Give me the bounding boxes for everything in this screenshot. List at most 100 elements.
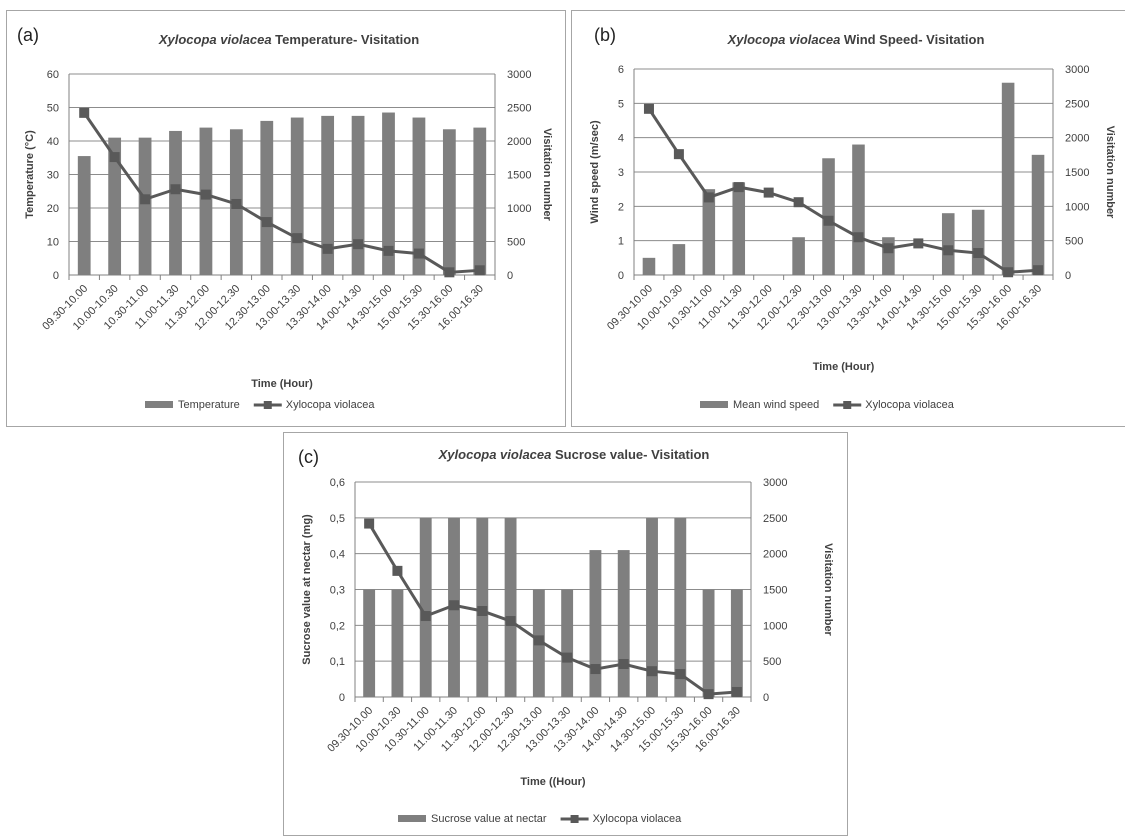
- visitation-point: [140, 194, 151, 205]
- y-tick-label: 0,1: [330, 656, 345, 668]
- legend-line-marker: [843, 401, 852, 409]
- panel-label: (c): [298, 447, 319, 467]
- y2-tick-label: 1000: [763, 620, 787, 632]
- chart-title: Xylocopa violacea Temperature- Visitatio…: [158, 32, 419, 47]
- y2-tick-label: 1500: [507, 170, 531, 182]
- x-axis-title: Time ((Hour): [520, 776, 586, 788]
- visitation-point: [731, 686, 742, 697]
- legend-bar-label: Mean wind speed: [733, 399, 819, 411]
- y-tick-label: 0,3: [330, 585, 345, 597]
- legend-bar-label: Sucrose value at nectar: [431, 813, 547, 825]
- visitation-point: [353, 239, 364, 250]
- y-tick-label: 0,6: [330, 477, 345, 489]
- bar: [138, 137, 152, 275]
- y2-tick-label: 3000: [1065, 64, 1089, 76]
- visitation-point: [643, 103, 654, 114]
- y-axis-title: Wind speed (m/sec): [589, 120, 601, 224]
- legend-line-label: Xylocopa violacea: [593, 813, 683, 825]
- y-tick-label: 20: [47, 203, 59, 215]
- y-tick-label: 0: [339, 692, 345, 704]
- visitation-point: [79, 107, 90, 118]
- bar: [260, 120, 274, 276]
- visitation-point: [883, 243, 894, 254]
- chart-title-subject: Temperature- Visitation: [272, 32, 420, 47]
- y-tick-label: 5: [618, 98, 624, 110]
- bar: [382, 112, 395, 276]
- visitation-point: [200, 189, 211, 200]
- y2-axis-title: Visitation number: [541, 128, 553, 221]
- visitation-point: [973, 248, 984, 259]
- temperature-chart: (a) Xylocopa violacea Temperature- Visita…: [17, 25, 553, 411]
- bar: [646, 517, 658, 697]
- bar: [108, 137, 122, 275]
- bar: [642, 257, 656, 275]
- visitation-point: [853, 232, 864, 243]
- visitation-point: [675, 669, 686, 680]
- visitation-point: [1033, 265, 1044, 276]
- legend-line-label: Xylocopa violacea: [286, 399, 376, 411]
- y-tick-label: 4: [618, 133, 624, 145]
- bar: [290, 117, 304, 275]
- y2-axis-title: Visitation number: [1104, 126, 1116, 219]
- chart-title-subject: Wind Speed- Visitation: [840, 32, 984, 47]
- visitation-point: [590, 664, 601, 675]
- visitation-point: [647, 666, 657, 677]
- panel-label: (b): [594, 25, 616, 45]
- bar: [1031, 154, 1045, 275]
- chart-title-species: Xylocopa violacea: [727, 32, 841, 47]
- bar: [941, 213, 955, 275]
- bar: [672, 244, 686, 275]
- visitation-point: [292, 233, 303, 244]
- y2-tick-label: 500: [763, 656, 781, 668]
- bar: [412, 117, 426, 275]
- y-tick-label: 10: [47, 237, 59, 249]
- y-tick-label: 2: [618, 201, 624, 213]
- bar: [617, 550, 630, 697]
- visitation-point: [420, 611, 431, 622]
- visitation-point: [444, 267, 455, 278]
- y2-tick-label: 0: [1065, 270, 1071, 282]
- visitation-point: [392, 565, 403, 576]
- chart-title-species: Xylocopa violacea: [158, 32, 272, 47]
- legend-bar-swatch: [145, 401, 173, 408]
- y-tick-label: 1: [618, 236, 624, 248]
- bar: [391, 589, 404, 697]
- bar: [199, 127, 213, 275]
- y-tick-label: 60: [47, 69, 59, 81]
- chart-panel-sucrose: (c) Xylocopa violacea Sucrose value- Visi…: [283, 432, 848, 836]
- y-tick-label: 0,2: [330, 620, 345, 632]
- y2-tick-label: 2500: [1065, 98, 1089, 110]
- bar: [363, 589, 376, 697]
- y2-tick-label: 0: [763, 692, 769, 704]
- bar: [882, 237, 895, 275]
- y2-tick-label: 1500: [1065, 167, 1089, 179]
- visitation-point: [505, 616, 516, 627]
- visitation-point: [474, 265, 485, 276]
- bar: [442, 129, 456, 275]
- legend-line-marker: [570, 815, 579, 823]
- visitation-point: [823, 215, 834, 226]
- chart-title: Xylocopa violacea Wind Speed- Visitation: [727, 32, 985, 47]
- y2-tick-label: 1500: [763, 585, 787, 597]
- y2-tick-label: 2000: [1065, 133, 1089, 145]
- bar: [351, 115, 365, 275]
- y-tick-label: 40: [47, 136, 59, 148]
- y2-tick-label: 2500: [763, 513, 787, 525]
- visitation-point: [413, 248, 424, 259]
- bar: [730, 589, 743, 697]
- visitation-point: [763, 187, 774, 198]
- panel-label: (a): [17, 25, 39, 45]
- visitation-point: [703, 689, 714, 700]
- y-axis-title: Sucrose value at nectar (mg): [301, 514, 313, 665]
- visitation-point: [322, 243, 333, 254]
- legend-bar-swatch: [700, 401, 728, 408]
- y-tick-label: 0: [53, 270, 59, 282]
- visitation-point: [477, 606, 488, 616]
- y2-tick-label: 500: [1065, 236, 1083, 248]
- bar: [473, 127, 487, 275]
- y2-axis-title: Visitation number: [822, 543, 834, 636]
- chart-panel-wind-speed: (b) Xylocopa violacea Wind Speed- Visitat…: [571, 10, 1125, 427]
- bar: [674, 517, 687, 697]
- visitation-point: [364, 518, 375, 529]
- chart-panel-temperature: (a) Xylocopa violacea Temperature- Visita…: [6, 10, 566, 427]
